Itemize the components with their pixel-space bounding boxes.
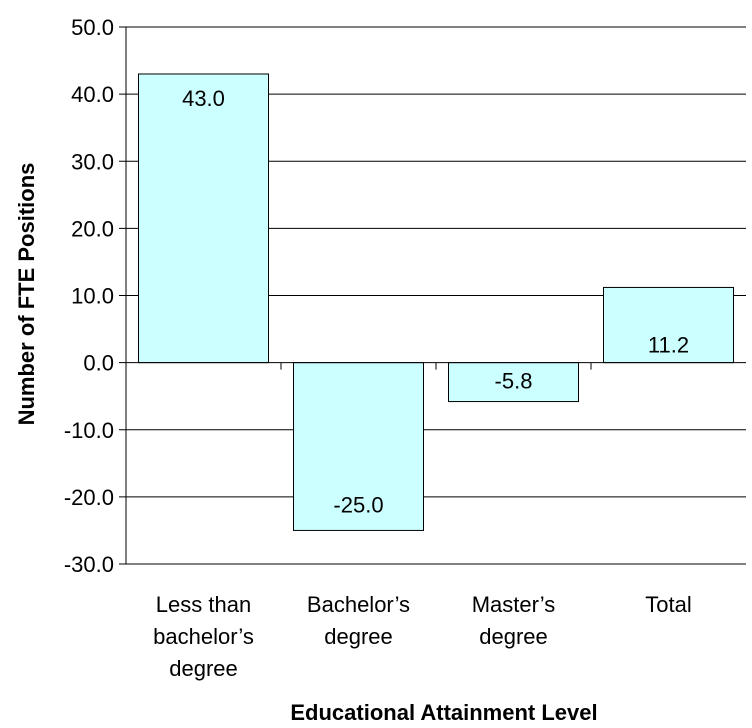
data-label: -5.8	[495, 369, 533, 394]
data-label: 11.2	[648, 333, 689, 358]
y-tick-label: 40.0	[71, 82, 114, 107]
x-category-label-line: Master’s	[472, 592, 556, 617]
x-category-label: Bachelor’s degree	[307, 592, 410, 649]
x-category-label-line: degree	[169, 656, 238, 681]
axes	[119, 26, 746, 565]
y-tick-label: -10.0	[64, 418, 114, 443]
x-category-label-line: degree	[479, 624, 548, 649]
data-label: -25.0	[333, 492, 383, 517]
x-category-label: Master’s degree	[472, 592, 556, 649]
x-category-label: Less than bachelor’s degree	[153, 592, 254, 681]
x-category-label-line: degree	[324, 624, 393, 649]
data-label: 43.0	[182, 86, 225, 111]
y-tick-label: -30.0	[64, 552, 114, 577]
y-axis-title: Number of FTE Positions	[14, 163, 39, 426]
bar	[448, 362, 579, 403]
x-category-label-line: Less than	[156, 592, 251, 617]
bar	[603, 286, 734, 364]
x-category-label: Total	[645, 592, 691, 617]
y-tick-label: 20.0	[71, 216, 114, 241]
y-tick-label: 50.0	[71, 15, 114, 40]
data-labels: 43.0 -25.0 -5.8 11.2	[182, 86, 689, 517]
y-tick-label: 0.0	[83, 351, 114, 376]
x-category-label-line: Bachelor’s	[307, 592, 410, 617]
y-tick-label: 10.0	[71, 284, 114, 309]
x-axis-title: Educational Attainment Level	[290, 700, 597, 725]
y-tick-label: -20.0	[64, 485, 114, 510]
bar	[138, 73, 269, 364]
y-tick-label: 30.0	[71, 149, 114, 174]
x-category-label-line: bachelor’s	[153, 624, 254, 649]
bars	[138, 73, 734, 531]
bar	[293, 362, 424, 531]
y-tick-labels: 50.0 40.0 30.0 20.0 10.0 0.0 -10.0 -20.0 -30.0	[64, 15, 114, 577]
x-category-label-line: Total	[645, 592, 691, 617]
x-category-labels: Less than bachelor’s degree Bachelor’s degre…	[153, 592, 692, 681]
